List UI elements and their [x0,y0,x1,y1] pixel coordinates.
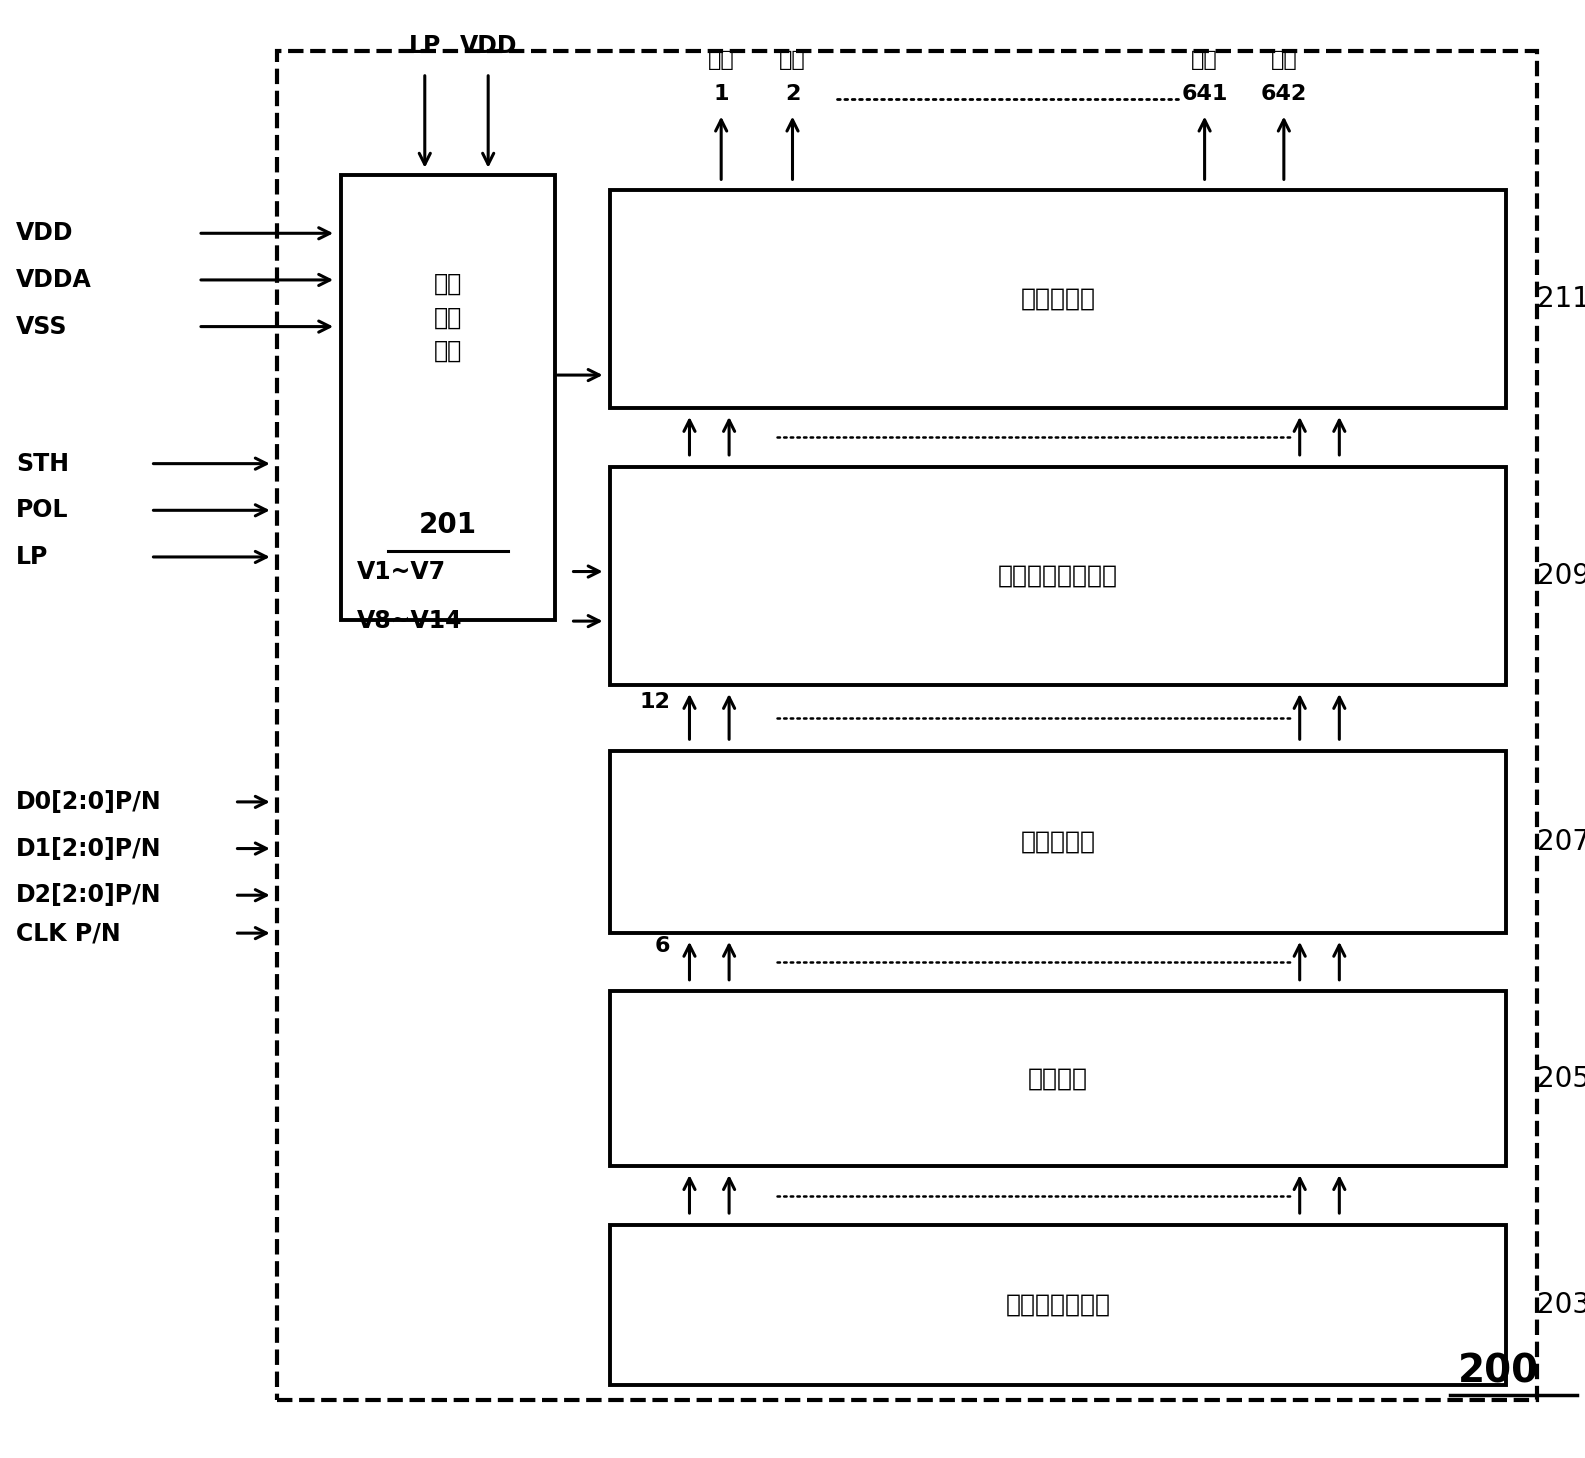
Text: V1~V7: V1~V7 [357,560,445,583]
FancyBboxPatch shape [610,751,1506,933]
Text: 207: 207 [1537,828,1585,856]
Text: 输出缓冲器: 输出缓冲器 [1021,287,1095,311]
Text: D1[2:0]P/N: D1[2:0]P/N [16,837,162,860]
Text: 2: 2 [785,83,800,104]
Text: 203: 203 [1537,1290,1585,1319]
Text: 通道: 通道 [780,50,805,70]
Text: LP: LP [409,35,441,58]
Text: CLK P/N: CLK P/N [16,921,120,945]
Text: 201: 201 [418,512,477,539]
Text: 6: 6 [655,936,670,956]
Text: 通道: 通道 [708,50,734,70]
Text: POL: POL [16,499,68,522]
Text: 641: 641 [1181,83,1228,104]
Text: D0[2:0]P/N: D0[2:0]P/N [16,790,162,814]
Text: 205: 205 [1537,1064,1585,1094]
Text: 准位移位器: 准位移位器 [1021,830,1095,854]
Text: 通道: 通道 [1271,50,1297,70]
Text: VDDA: VDDA [16,268,92,292]
Text: 209: 209 [1537,561,1585,590]
FancyBboxPatch shape [341,175,555,620]
Text: V8~V14: V8~V14 [357,609,463,633]
Text: 200: 200 [1458,1353,1539,1391]
Text: STH: STH [16,452,68,475]
Text: VDD: VDD [460,35,517,58]
Text: LP: LP [16,545,48,569]
Text: 12: 12 [640,693,670,713]
FancyBboxPatch shape [610,1225,1506,1385]
Text: D2[2:0]P/N: D2[2:0]P/N [16,884,162,907]
Text: 数字转模拟转换器: 数字转模拟转换器 [999,564,1117,588]
Text: 211: 211 [1537,284,1585,313]
Text: 双向偏移缓存器: 双向偏移缓存器 [1005,1293,1111,1317]
Text: 642: 642 [1260,83,1308,104]
Text: 线缓冲器: 线缓冲器 [1029,1067,1087,1091]
FancyBboxPatch shape [610,190,1506,408]
Text: 1: 1 [713,83,729,104]
Text: 通道: 通道 [1192,50,1217,70]
FancyBboxPatch shape [610,991,1506,1166]
Text: VDD: VDD [16,222,73,245]
Text: 输出
控制
电路: 输出 控制 电路 [434,271,461,363]
FancyBboxPatch shape [277,51,1537,1400]
Text: VSS: VSS [16,315,67,338]
FancyBboxPatch shape [610,467,1506,685]
